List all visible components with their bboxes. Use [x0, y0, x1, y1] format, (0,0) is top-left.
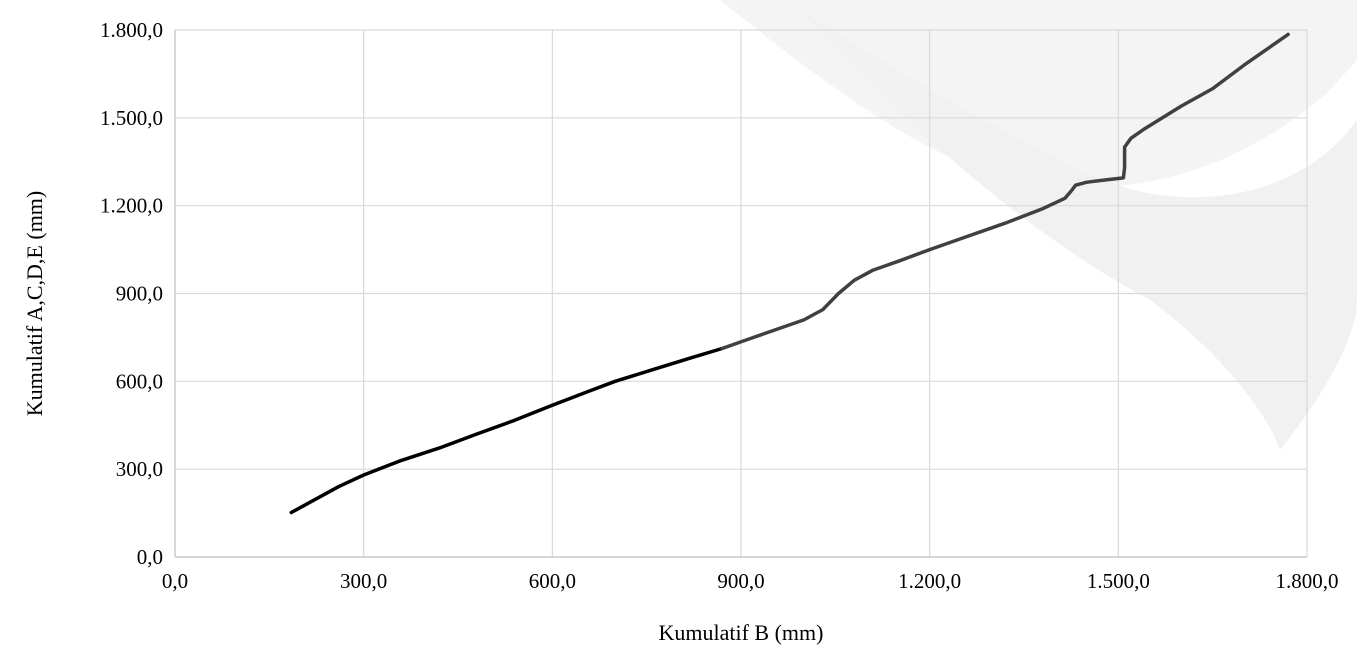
y-tick-label: 300,0 [116, 457, 163, 481]
x-tick-label: 900,0 [717, 569, 764, 593]
axes [174, 30, 1307, 558]
series-line-1 [289, 346, 724, 515]
watermark-swoosh-top [720, 0, 1357, 188]
watermark-logo [720, 0, 1357, 450]
y-axis-title: Kumulatif A,C,D,E (mm) [22, 191, 47, 416]
y-tick-label: 600,0 [116, 369, 163, 393]
x-tick-label: 1.800,0 [1276, 569, 1339, 593]
y-tick-label: 1.500,0 [100, 106, 163, 130]
x-tick-label: 600,0 [529, 569, 576, 593]
x-tick-label: 1.500,0 [1087, 569, 1150, 593]
series-line-2 [720, 32, 1290, 351]
y-tick-label: 1.200,0 [100, 194, 163, 218]
gridlines [175, 29, 1308, 557]
y-tick-label: 900,0 [116, 282, 163, 306]
x-tick-label: 0,0 [162, 569, 188, 593]
x-axis-title: Kumulatif B (mm) [659, 620, 824, 645]
y-tick-label: 0,0 [137, 545, 163, 569]
tick-labels: 0,0 300,0 600,0 900,0 1.200,0 1.500,0 1.800,0 0… [100, 18, 1339, 593]
x-tick-label: 1.200,0 [898, 569, 961, 593]
watermark-swoosh-bottom [800, 10, 1357, 450]
x-tick-label: 300,0 [340, 569, 387, 593]
series-lines [289, 32, 1290, 515]
y-tick-label: 1.800,0 [100, 18, 163, 42]
